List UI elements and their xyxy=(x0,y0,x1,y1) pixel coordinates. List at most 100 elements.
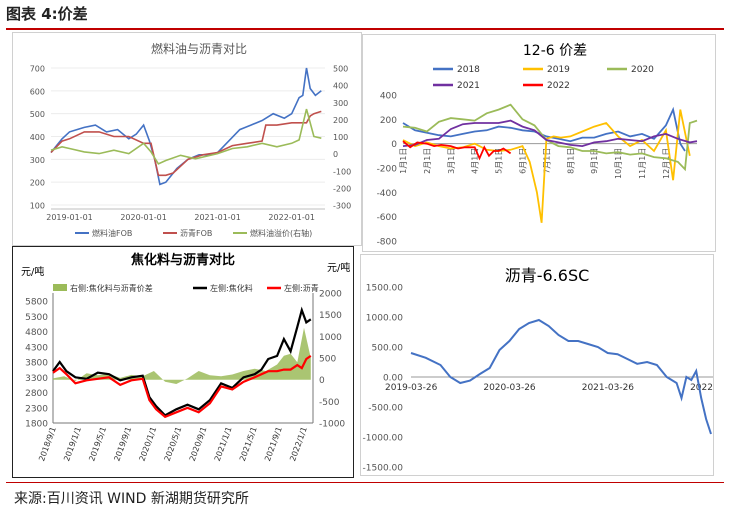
y-left-tick-4: 300 xyxy=(30,156,45,165)
y-tick-1: 1000.00 xyxy=(366,314,403,324)
bitumen-sc-spread-panel: 沥青-6.6SC 1500.00 1000.00 500.00 0.00 -500.00 -… xyxy=(360,254,714,476)
x-tick-4: 2020/1/1 xyxy=(138,426,159,463)
legend-label-2020: 2020 xyxy=(631,65,654,75)
x-tick-1: 2020-01-01 xyxy=(120,213,167,222)
y-left-tick-8: 1800 xyxy=(25,420,48,430)
y-tick-6: -1500.00 xyxy=(363,464,404,474)
y-right-tick-1: 400 xyxy=(333,82,348,91)
x-tick-6: 7月1日 xyxy=(542,148,551,174)
legend-label-2019: 2019 xyxy=(547,65,570,75)
chart-title: 12-6 价差 xyxy=(523,43,587,59)
y-tick-5: -600 xyxy=(377,213,398,223)
x-tick-9: 2021/9/1 xyxy=(263,426,284,463)
y-tick-2: 0 xyxy=(391,140,397,150)
y-right-tick-3: 500 xyxy=(319,355,336,365)
x-tick-3: 2022-01-01 xyxy=(268,213,315,222)
legend-label-coker-feed: 左侧:焦化料 xyxy=(210,283,253,293)
x-tick-1: 2019/1/1 xyxy=(62,426,83,463)
spread-12-6-panel: 12-6 价差 400 200 0 -200 -400 -600 -800 1月1日 2月1日 3月… xyxy=(362,34,716,252)
series-2021-line xyxy=(402,119,698,148)
y-left-tick-7: 2300 xyxy=(25,404,48,414)
y-right-tick-7: -200 xyxy=(333,184,351,193)
x-tick-4: 5月1日 xyxy=(495,148,504,174)
legend-label-fuel-oil-fob: 燃料油FOB xyxy=(92,228,132,238)
x-tick-2: 3月1日 xyxy=(447,148,456,174)
x-tick-8: 9月1日 xyxy=(590,148,599,174)
y-right-unit: 元/吨 xyxy=(327,261,350,274)
y-left-tick-0: 700 xyxy=(30,65,45,74)
y-tick-2: 500.00 xyxy=(372,344,404,354)
y-tick-3: -200 xyxy=(377,165,398,175)
y-left-tick-3: 4300 xyxy=(25,343,48,353)
y-right-tick-6: -100 xyxy=(333,167,351,176)
legend-label-2021: 2021 xyxy=(457,81,480,91)
x-tick-0: 2018/9/1 xyxy=(37,426,58,463)
series-bitumen-line xyxy=(52,354,312,419)
x-tick-10: 11月1日 xyxy=(638,148,647,179)
legend-label-spread: 右侧:焦化料与沥青价差 xyxy=(70,283,153,293)
source-note: 来源:百川资讯 WIND 新湖期货研究所 xyxy=(14,491,249,507)
series-2020-line xyxy=(402,103,698,172)
y-right-tick-4: 0 xyxy=(319,376,325,386)
y-right-tick-0: 500 xyxy=(333,65,348,74)
x-tick-0: 2019-01-01 xyxy=(46,213,93,222)
y-left-tick-3: 400 xyxy=(30,133,45,142)
x-tick-2: 2021-01-01 xyxy=(194,213,241,222)
y-left-tick-5: 200 xyxy=(30,179,45,188)
x-tick-10: 2022/1/1 xyxy=(288,426,309,463)
x-tick-7: 2021/1/1 xyxy=(213,426,234,463)
y-left-tick-2: 500 xyxy=(30,110,45,119)
x-tick-8: 2021/5/1 xyxy=(238,426,259,463)
x-tick-5: 6月1日 xyxy=(519,148,528,174)
x-tick-9: 10月1日 xyxy=(614,148,623,179)
series-coker-feed-line xyxy=(52,306,312,417)
y-left-tick-5: 3300 xyxy=(25,374,48,384)
y-right-tick-3: 200 xyxy=(333,116,348,125)
y-right-tick-4: 100 xyxy=(333,133,348,142)
legend-swatch-spread xyxy=(53,284,67,291)
x-tick-1: 2月1日 xyxy=(423,148,432,174)
x-tick-11: 12月1日 xyxy=(662,148,671,179)
legend-label-bitumen: 左侧:沥青 xyxy=(284,283,319,293)
y-left-tick-6: 2800 xyxy=(25,389,48,399)
fuel-oil-vs-bitumen-panel: 燃料油与沥青对比 700 600 500 400 300 200 100 500 400 300 20… xyxy=(12,32,362,246)
legend-label-2018: 2018 xyxy=(457,65,480,75)
y-right-tick-1: 1500 xyxy=(319,311,342,321)
x-tick-6: 2020/9/1 xyxy=(188,426,209,463)
x-tick-0: 1月1日 xyxy=(399,148,408,174)
y-tick-4: -400 xyxy=(377,189,398,199)
y-tick-1: 200 xyxy=(380,116,397,126)
y-left-tick-6: 100 xyxy=(30,202,45,211)
x-tick-1: 2020-03-26 xyxy=(483,383,536,393)
y-right-tick-6: -1000 xyxy=(319,420,345,430)
x-tick-3: 2022- xyxy=(690,383,713,393)
footer-rule xyxy=(6,482,724,483)
chart-title: 沥青-6.6SC xyxy=(505,266,590,285)
legend-label-fuel-oil-premium: 燃料油溢价(右轴) xyxy=(250,228,312,238)
fuel-oil-vs-bitumen-chart: 燃料油与沥青对比 700 600 500 400 300 200 100 500 400 300 20… xyxy=(30,41,351,238)
series-bitumen-sc-line xyxy=(410,318,712,435)
bitumen-sc-spread-chart: 沥青-6.6SC 1500.00 1000.00 500.00 0.00 -500.00 -… xyxy=(363,266,713,474)
y-tick-4: -500.00 xyxy=(368,404,403,414)
y-tick-0: 400 xyxy=(380,92,397,102)
y-left-tick-2: 4800 xyxy=(25,328,48,338)
series-fuel-oil-premium-line xyxy=(50,108,322,165)
y-right-tick-5: -500 xyxy=(319,398,340,408)
y-tick-6: -800 xyxy=(377,238,398,248)
legend-label-bitumen-fob: 沥青FOB xyxy=(180,228,212,238)
figure-title: 图表 4:价差 xyxy=(6,5,88,23)
y-tick-3: 0.00 xyxy=(383,374,403,384)
chart-title: 燃料油与沥青对比 xyxy=(151,41,247,56)
spread-12-6-chart: 12-6 价差 400 200 0 -200 -400 -600 -800 1月1日 2月1日 3月… xyxy=(377,43,698,248)
y-left-tick-1: 5300 xyxy=(25,313,48,323)
series-bitumen-fob-line xyxy=(50,110,322,177)
coker-feed-vs-bitumen-panel: 焦化料与沥青对比 元/吨 元/吨 5800 5300 4800 4300 3800 3300 28… xyxy=(12,246,354,478)
y-right-tick-5: 0 xyxy=(333,150,338,159)
y-right-tick-2: 300 xyxy=(333,99,348,108)
x-tick-7: 8月1日 xyxy=(566,148,575,174)
series-fuel-oil-fob-line xyxy=(50,67,322,186)
y-left-unit: 元/吨 xyxy=(21,265,44,278)
x-tick-0: 2019-03-26 xyxy=(385,383,438,393)
y-right-tick-8: -300 xyxy=(333,202,351,211)
y-left-tick-0: 5800 xyxy=(25,298,48,308)
